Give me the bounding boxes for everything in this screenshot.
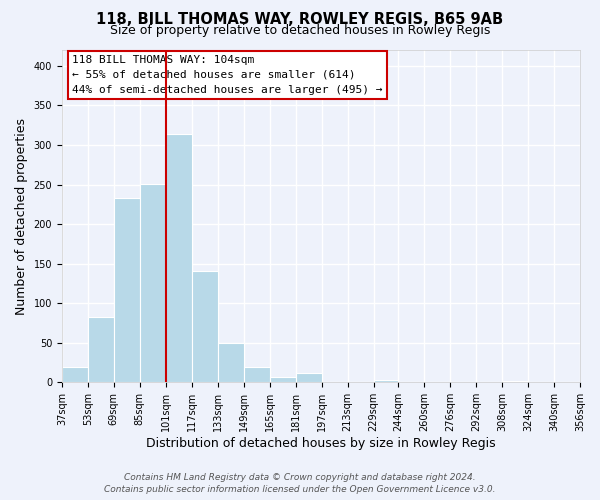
Text: Contains HM Land Registry data © Crown copyright and database right 2024.
Contai: Contains HM Land Registry data © Crown c… [104,472,496,494]
Text: 118 BILL THOMAS WAY: 104sqm
← 55% of detached houses are smaller (614)
44% of se: 118 BILL THOMAS WAY: 104sqm ← 55% of det… [72,55,383,94]
Bar [88,316,114,382]
Bar [270,377,296,382]
Bar [114,198,140,382]
Bar [218,343,244,382]
Bar [140,184,166,382]
Bar [192,271,218,382]
Bar [502,381,528,382]
Bar [244,366,270,382]
Bar [296,373,322,382]
Bar [374,380,398,382]
Y-axis label: Number of detached properties: Number of detached properties [15,118,28,314]
Bar [166,134,192,382]
Text: Size of property relative to detached houses in Rowley Regis: Size of property relative to detached ho… [110,24,490,37]
Bar [62,368,88,382]
X-axis label: Distribution of detached houses by size in Rowley Regis: Distribution of detached houses by size … [146,437,496,450]
Text: 118, BILL THOMAS WAY, ROWLEY REGIS, B65 9AB: 118, BILL THOMAS WAY, ROWLEY REGIS, B65 … [97,12,503,28]
